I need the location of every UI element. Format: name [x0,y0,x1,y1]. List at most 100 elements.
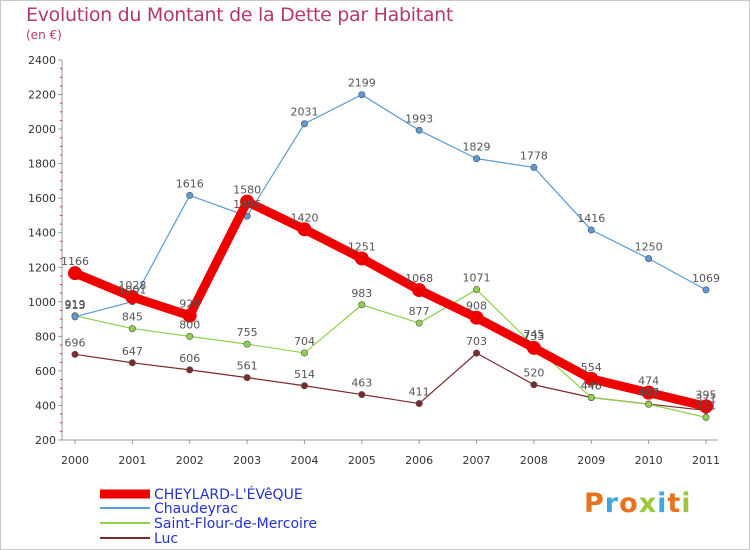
data-point [699,399,713,414]
logo-letter: i [681,488,692,519]
legend-label: CHEYLARD-L'ÉVêQUE [154,486,303,503]
y-tick-label: 2200 [28,89,56,102]
y-tick-label: 1600 [28,192,56,205]
data-point [243,374,251,382]
data-point [128,325,136,333]
data-point [186,191,194,199]
data-point [473,349,481,357]
data-label: 1071 [463,272,491,285]
x-tick-label: 2002 [176,454,204,467]
data-point [530,163,538,171]
logo-letter: P [584,488,605,519]
data-point [358,301,366,309]
data-label: 703 [466,335,487,348]
x-tick-label: 2007 [463,454,491,467]
legend-label: Chaudeyrac [154,501,238,517]
x-tick-label: 2009 [577,454,605,467]
data-label: 520 [523,367,544,380]
data-label: 1001 [118,284,146,297]
x-tick-label: 2008 [520,454,548,467]
data-point [584,371,599,386]
data-label: 647 [122,345,143,358]
data-label: 1416 [577,212,605,225]
x-tick-label: 2010 [635,454,663,467]
data-label: 371 [696,392,717,405]
data-point [530,381,538,389]
chart-subtitle: (en €) [26,28,62,42]
data-point [473,286,481,294]
data-label: 408 [638,386,659,399]
data-point [182,308,197,323]
data-label: 2031 [290,106,318,119]
data-label: 877 [409,305,430,318]
data-label: 920 [179,298,200,311]
logo-letter: x [638,488,658,519]
data-label: 446 [581,380,602,393]
data-label: 554 [581,361,602,374]
series-line [74,288,707,418]
data-label: 1993 [405,112,433,125]
data-label: 1496 [233,198,261,211]
data-label: 1829 [463,141,491,154]
y-tick-label: 600 [35,365,56,378]
data-label: 908 [466,300,487,313]
data-point [641,385,656,400]
data-label: 755 [237,326,258,339]
y-tick-label: 1400 [28,227,56,240]
series-line [70,197,711,411]
series-line [74,94,707,318]
data-label: 704 [294,335,315,348]
x-tick-label: 2004 [290,454,318,467]
data-point [354,251,369,266]
x-tick-label: 2001 [118,454,146,467]
data-label: 983 [351,287,372,300]
data-point [243,340,251,348]
data-point [415,319,423,327]
data-label: 1069 [692,272,720,285]
data-label: 395 [696,388,717,401]
data-label: 696 [65,336,86,349]
logo-letter: r [604,488,620,519]
data-label: 411 [409,386,430,399]
data-point [358,391,366,399]
data-point [587,226,595,234]
logo-letter: i [657,488,668,519]
x-tick-label: 2005 [348,454,376,467]
data-label: 1420 [290,211,318,224]
data-point [702,413,710,421]
x-tick-label: 2000 [61,454,89,467]
data-label: 561 [237,360,258,373]
data-label: 1068 [405,272,433,285]
data-point [128,359,136,367]
y-tick-label: 1800 [28,158,56,171]
data-label: 845 [122,311,143,324]
chart-title: Evolution du Montant de la Dette par Hab… [26,4,454,26]
data-point [300,382,308,390]
data-point [526,340,541,355]
data-label: 800 [179,318,200,331]
data-point [300,349,308,357]
data-label: 1028 [118,279,146,292]
data-label: 745 [523,328,544,341]
data-point [71,313,79,321]
data-point [415,126,423,134]
data-label: 1251 [348,240,376,253]
y-tick-label: 800 [35,330,56,343]
data-point [240,194,255,209]
y-tick-label: 1000 [28,296,56,309]
data-label: 514 [294,368,315,381]
data-point [469,310,484,325]
data-label: 407 [638,386,659,399]
legend: CHEYLARD-L'ÉVêQUEChaudeyracSaint-Flour-d… [100,486,317,547]
y-tick-label: 1200 [28,261,56,274]
data-point [702,286,710,294]
data-point [473,155,481,163]
data-label: 913 [65,299,86,312]
data-label: 1616 [176,177,204,190]
data-label: 1580 [233,184,261,197]
data-label: 474 [638,375,659,388]
data-label: 2199 [348,77,376,90]
series-layer [68,91,713,421]
